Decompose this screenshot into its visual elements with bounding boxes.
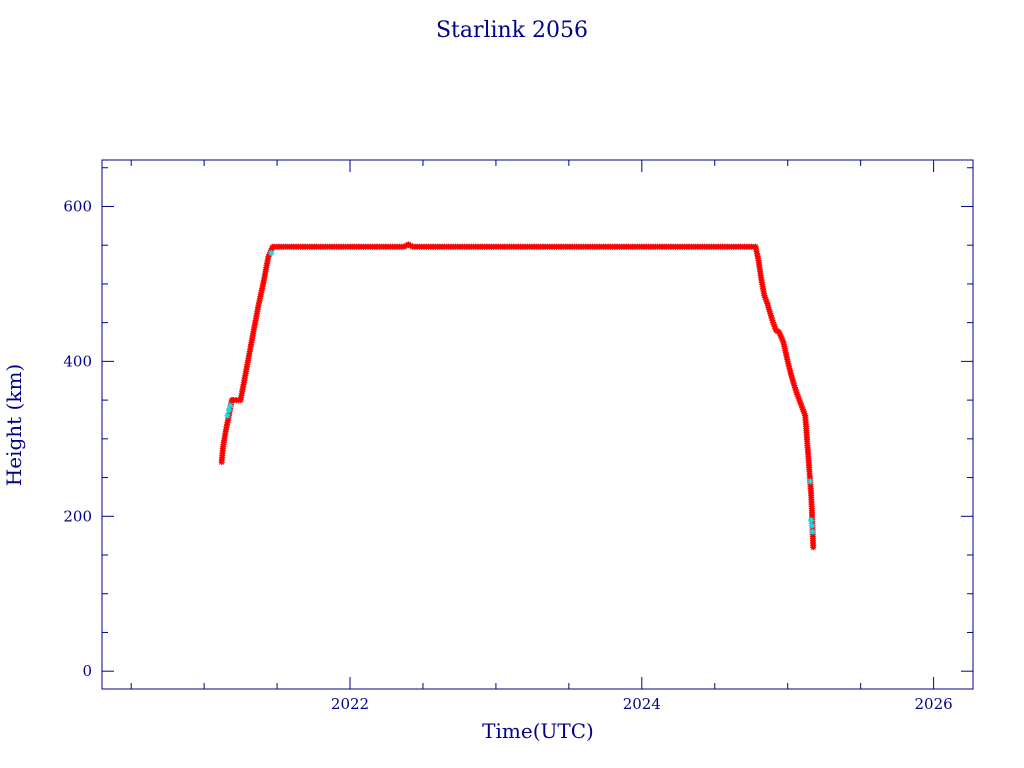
- y-tick-label: 600: [63, 197, 92, 215]
- highlight-point: [227, 402, 234, 409]
- y-tick-label: 200: [63, 507, 92, 525]
- plot-frame: [101, 159, 974, 690]
- x-tick-label: 2024: [623, 695, 661, 713]
- highlight-point: [808, 522, 815, 529]
- data-point: [810, 544, 817, 551]
- chart-title: Starlink 2056: [436, 18, 588, 43]
- axis-ticks: [102, 160, 973, 689]
- y-tick-label: 0: [82, 662, 92, 680]
- y-tick-label: 400: [63, 352, 92, 370]
- highlight-point: [224, 412, 231, 419]
- data-points: [218, 241, 817, 551]
- highlight-point: [268, 249, 275, 256]
- highlight-point: [808, 517, 815, 524]
- data-point: [791, 382, 798, 389]
- tick-labels: 2022 2024 2026 0 200 400 600: [63, 197, 952, 713]
- trace-line: [221, 243, 814, 548]
- x-tick-label: 2026: [915, 695, 953, 713]
- x-tick-label: 2022: [331, 695, 369, 713]
- highlight-point: [225, 407, 232, 414]
- data-point: [792, 384, 799, 391]
- x-axis-label: Time(UTC): [482, 719, 594, 743]
- y-axis-label: Height (km): [2, 364, 26, 486]
- highlight-point: [809, 528, 816, 535]
- highlight-point: [807, 478, 814, 485]
